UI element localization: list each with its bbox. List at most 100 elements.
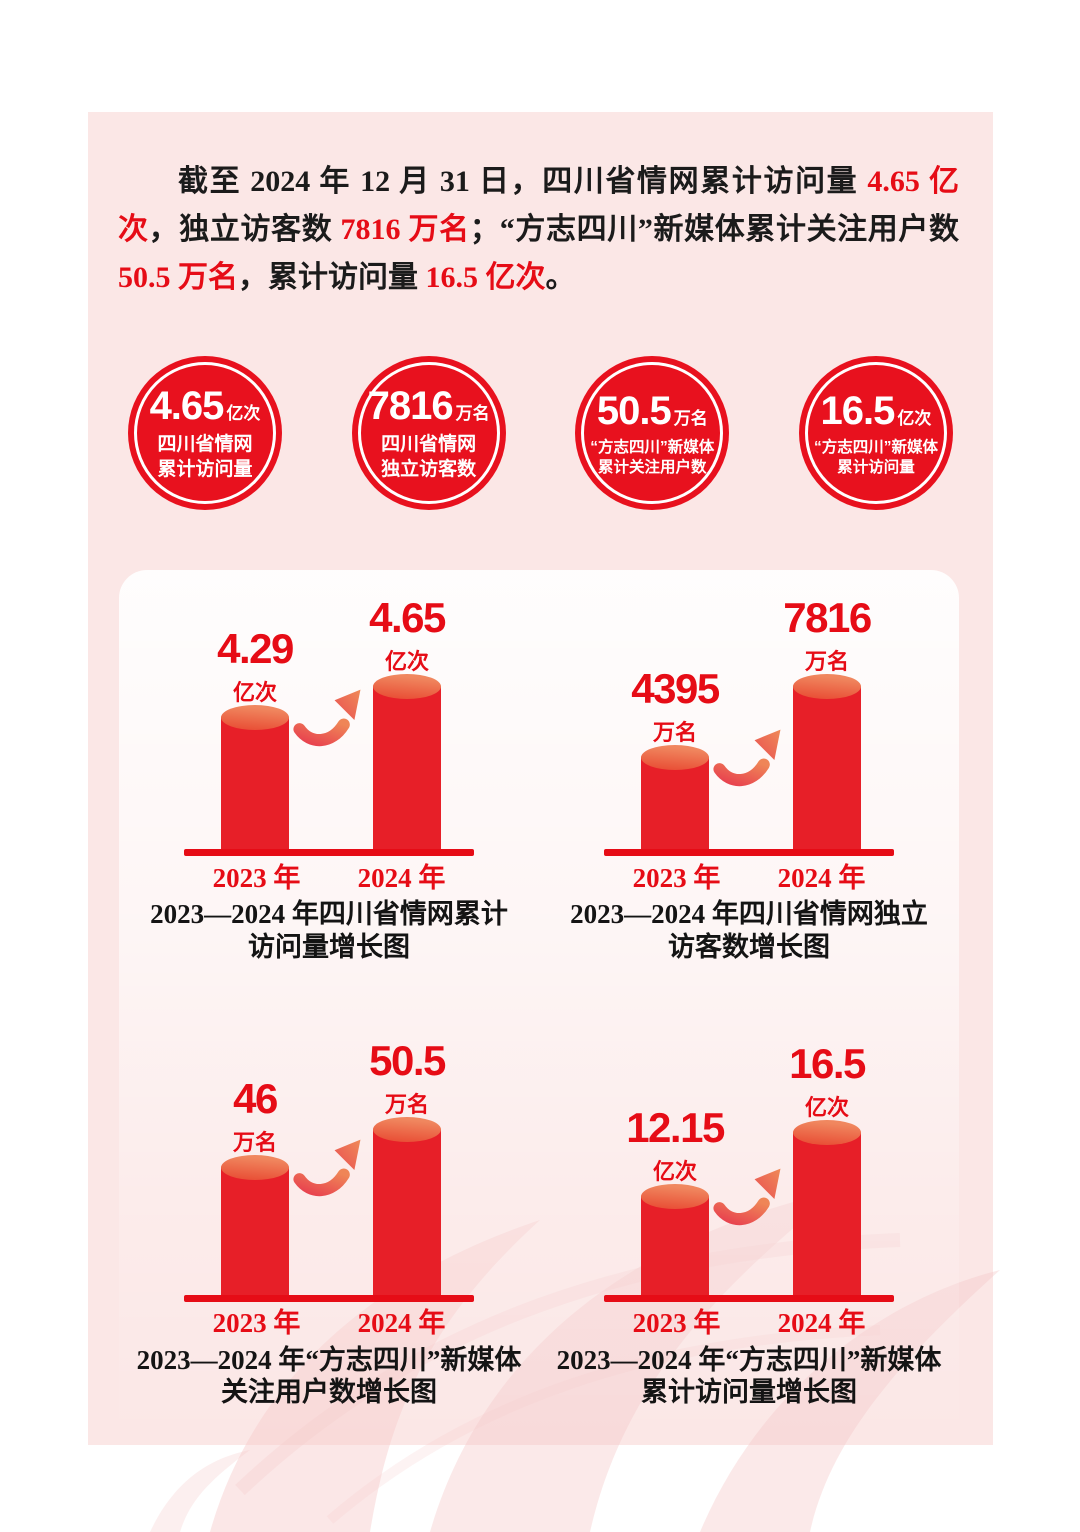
x-axis-labels: 2023 年 2024 年 — [604, 856, 894, 894]
badge-label-line2: 累计关注用户数 — [598, 458, 707, 476]
growth-arrow-icon — [293, 1139, 361, 1196]
highlight-stat: 4.65 亿次 — [118, 165, 960, 246]
intro-text-segment: 。 — [545, 261, 576, 294]
value-label-2023: 12.15 亿次 — [626, 1103, 725, 1186]
bar-2024-body — [373, 1128, 441, 1298]
growth-arrow-icon — [713, 1168, 781, 1225]
growth-arrow-icon — [713, 729, 781, 787]
value-unit-2024: 万名 — [804, 649, 849, 674]
stat-badge: 4.65 亿次 四川省情网 累计访问量 — [128, 356, 282, 510]
value-unit-2023: 万名 — [652, 720, 697, 745]
badge-number-row: 7816 万名 — [368, 386, 490, 426]
bar-2023-top — [221, 1154, 289, 1180]
stat-badges: 4.65 亿次 四川省情网 累计访问量 7816 万名 四川省情网 独立访客数 … — [88, 356, 993, 510]
bar-2023-body — [221, 717, 289, 852]
x-label-2023: 2023 年 — [212, 862, 301, 893]
value-2023: 4395 — [631, 665, 720, 712]
badge-number-row: 4.65 亿次 — [150, 386, 261, 426]
value-label-2024: 16.5 亿次 — [789, 1039, 866, 1122]
bar-2024 — [793, 1119, 861, 1298]
x-axis-line — [604, 849, 894, 856]
value-unit-2023: 亿次 — [232, 680, 277, 705]
highlight-stat: 7816 万名 — [340, 213, 470, 246]
infographic-content: 截至 2024 年 12 月 31 日，四川省情网累计访问量 4.65 亿次，独… — [88, 112, 993, 1445]
intro-text-segment: 截至 2024 年 12 月 31 日，四川省情网累计访问量 — [178, 165, 868, 198]
highlight-stat: 16.5 亿次 — [425, 261, 546, 294]
value-unit-2024: 万名 — [384, 1091, 429, 1117]
bar-2023-top — [641, 1183, 709, 1209]
bar-2023-body — [641, 757, 709, 852]
badge-number: 16.5 — [820, 388, 896, 433]
chart-plot-area: 12.15 亿次 16.5 亿次 — [604, 1032, 894, 1302]
chart-caption-line2: 累计访问量增长图 — [641, 1377, 857, 1408]
bar-2023-top — [221, 705, 289, 730]
highlight-stat: 50.5 万名 — [118, 261, 238, 294]
growth-chart: 12.15 亿次 16.5 亿次 2023 年 2024 年 — [557, 1032, 942, 1446]
value-2023: 12.15 — [626, 1103, 725, 1151]
chart-caption-line1: 2023—2024 年四川省情网累计 — [150, 899, 508, 929]
value-2024: 16.5 — [789, 1039, 866, 1087]
bar-2024-top — [373, 674, 441, 699]
chart-plot-area: 4.29 亿次 4.65 亿次 — [184, 586, 474, 856]
bar-2024-body — [793, 686, 861, 852]
value-2024: 7816 — [783, 594, 872, 641]
bar-2023-top — [641, 745, 709, 770]
charts-panel: 4.29 亿次 4.65 亿次 2023 年 2024 年 — [119, 570, 959, 1445]
chart-caption: 2023—2024 年四川省情网独立 访客数增长图 — [549, 898, 949, 964]
bar-2023-body — [221, 1166, 289, 1298]
bar-2024-top — [793, 674, 861, 699]
chart-caption: 2023—2024 年“方志四川”新媒体 累计访问量增长图 — [549, 1344, 949, 1410]
badge-number-row: 50.5 万名 — [597, 391, 708, 431]
chart-caption-line2: 访问量增长图 — [248, 931, 410, 962]
x-axis-line — [604, 1294, 894, 1302]
badge-number: 4.65 — [149, 384, 225, 429]
chart-caption-line1: 2023—2024 年“方志四川”新媒体 — [556, 1344, 942, 1375]
bar-2023-body — [641, 1195, 709, 1298]
value-2024: 4.65 — [369, 594, 446, 641]
stat-badge: 7816 万名 四川省情网 独立访客数 — [351, 356, 506, 510]
value-label-2024: 4.65 亿次 — [369, 594, 446, 676]
value-unit-2023: 亿次 — [652, 1158, 698, 1184]
x-axis-labels: 2023 年 2024 年 — [604, 1302, 894, 1340]
bar-2024 — [793, 674, 861, 852]
badge-label-line1: “方志四川”新媒体 — [590, 438, 715, 456]
value-2023: 46 — [233, 1074, 278, 1122]
badge-label-line1: 四川省情网 — [381, 434, 477, 456]
stat-badge: 16.5 亿次 “方志四川”新媒体 累计访问量 — [798, 356, 953, 510]
bar-2024-body — [373, 686, 441, 852]
intro-text-segment: ，独立访客数 — [148, 213, 341, 246]
chart-caption: 2023—2024 年“方志四川”新媒体 关注用户数增长图 — [129, 1344, 529, 1410]
bar-2024-body — [793, 1131, 861, 1298]
badge-label-line2: 独立访客数 — [381, 458, 477, 480]
value-label-2023: 46 万名 — [233, 1074, 278, 1157]
badge-number-row: 16.5 亿次 — [821, 391, 932, 431]
badge-label-line1: “方志四川”新媒体 — [813, 438, 938, 456]
chart-plot-area: 4395 万名 7816 万名 — [604, 586, 894, 856]
intro-text-segment: ，累计访问量 — [238, 261, 426, 294]
chart-caption-line1: 2023—2024 年“方志四川”新媒体 — [136, 1344, 522, 1375]
value-label-2023: 4.29 亿次 — [217, 628, 294, 707]
value-label-2024: 7816 万名 — [783, 594, 872, 676]
intro-paragraph: 截至 2024 年 12 月 31 日，四川省情网累计访问量 4.65 亿次，独… — [88, 112, 993, 302]
x-axis-labels: 2023 年 2024 年 — [184, 1302, 474, 1340]
growth-arrow-icon — [293, 689, 361, 747]
bar-2024 — [373, 1116, 441, 1298]
chart-caption-line2: 访客数增长图 — [668, 931, 830, 962]
bar-2023 — [221, 1154, 289, 1298]
chart-caption-line2: 关注用户数增长图 — [221, 1377, 437, 1408]
value-unit-2024: 亿次 — [804, 1094, 849, 1120]
chart-plot-area: 46 万名 50.5 万名 — [184, 1032, 474, 1302]
badge-label-line2: 累计访问量 — [837, 458, 915, 476]
x-axis-line — [184, 1294, 474, 1302]
bar-2024 — [373, 674, 441, 852]
value-label-2024: 50.5 万名 — [369, 1039, 446, 1119]
x-label-2023: 2023 年 — [632, 1308, 721, 1338]
x-label-2024: 2024 年 — [357, 862, 446, 893]
bar-2023 — [221, 705, 289, 852]
x-axis-line — [184, 849, 474, 856]
badge-label-line2: 累计访问量 — [157, 458, 253, 480]
x-label-2023: 2023 年 — [212, 1308, 301, 1338]
x-label-2024: 2024 年 — [777, 1308, 866, 1338]
intro-text-segment: ；“方志四川”新媒体累计关注用户数 — [469, 213, 960, 246]
bar-2023 — [641, 1183, 709, 1298]
